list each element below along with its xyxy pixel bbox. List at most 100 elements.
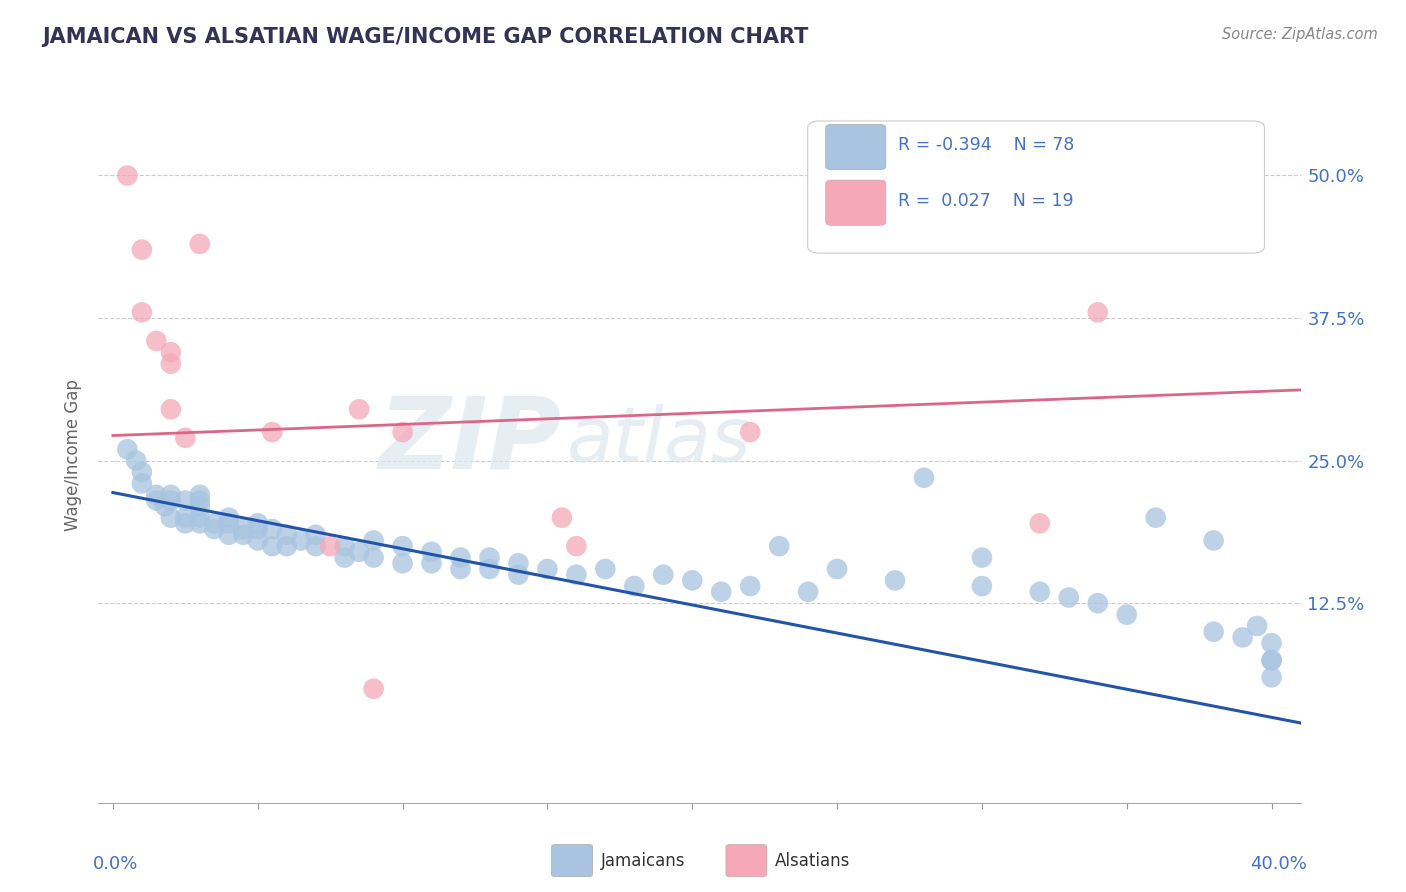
Point <box>290 533 312 548</box>
Point <box>1202 533 1225 548</box>
Point <box>276 539 298 553</box>
Point <box>153 500 176 514</box>
Point <box>202 516 225 531</box>
Point <box>1246 619 1268 633</box>
Point <box>1144 510 1167 524</box>
Point <box>652 567 675 582</box>
Point <box>797 584 820 599</box>
FancyBboxPatch shape <box>551 845 592 877</box>
Point <box>347 402 370 417</box>
Point <box>174 510 197 524</box>
Point <box>188 236 211 251</box>
Point <box>1232 631 1254 645</box>
Point <box>188 500 211 514</box>
Point <box>160 510 183 524</box>
Text: JAMAICAN VS ALSATIAN WAGE/INCOME GAP CORRELATION CHART: JAMAICAN VS ALSATIAN WAGE/INCOME GAP COR… <box>42 27 808 46</box>
Point <box>1087 305 1109 319</box>
Point <box>160 488 183 502</box>
Point <box>246 522 269 536</box>
Text: R = -0.394    N = 78: R = -0.394 N = 78 <box>898 136 1074 154</box>
Text: ZIP: ZIP <box>378 392 561 490</box>
Text: Alsatians: Alsatians <box>775 852 851 870</box>
Point <box>768 539 790 553</box>
Point <box>131 243 153 257</box>
Point <box>710 584 733 599</box>
Y-axis label: Wage/Income Gap: Wage/Income Gap <box>65 379 83 531</box>
Point <box>420 545 443 559</box>
Point <box>363 550 385 565</box>
Point <box>262 425 284 439</box>
Point <box>202 522 225 536</box>
Text: 0.0%: 0.0% <box>93 855 138 873</box>
Point <box>508 567 530 582</box>
Point <box>391 425 413 439</box>
Point <box>551 510 574 524</box>
Point <box>160 493 183 508</box>
Point <box>740 425 762 439</box>
FancyBboxPatch shape <box>825 125 886 169</box>
Point <box>117 169 139 183</box>
Point <box>160 345 183 359</box>
Point <box>450 562 472 576</box>
Point <box>333 539 356 553</box>
Point <box>1115 607 1137 622</box>
Text: atlas: atlas <box>567 404 752 478</box>
Text: Jamaicans: Jamaicans <box>600 852 685 870</box>
Point <box>160 402 183 417</box>
Point <box>508 556 530 570</box>
Point <box>363 533 385 548</box>
Point <box>391 556 413 570</box>
Point <box>305 528 328 542</box>
Point <box>912 471 935 485</box>
Point <box>478 550 501 565</box>
Point <box>160 357 183 371</box>
Point <box>145 488 167 502</box>
Text: Source: ZipAtlas.com: Source: ZipAtlas.com <box>1222 27 1378 42</box>
Point <box>450 550 472 565</box>
Point <box>131 305 153 319</box>
Point <box>825 562 848 576</box>
Point <box>319 539 342 553</box>
Point <box>623 579 645 593</box>
Point <box>420 556 443 570</box>
FancyBboxPatch shape <box>725 845 766 877</box>
Point <box>188 510 211 524</box>
Point <box>391 539 413 553</box>
Point <box>740 579 762 593</box>
Point <box>1260 636 1282 650</box>
Point <box>565 539 588 553</box>
Point <box>131 476 153 491</box>
Point <box>174 431 197 445</box>
Point <box>246 516 269 531</box>
Point <box>478 562 501 576</box>
Point <box>131 465 153 479</box>
Point <box>1260 653 1282 667</box>
Point <box>884 574 907 588</box>
Point <box>232 522 254 536</box>
FancyBboxPatch shape <box>825 180 886 226</box>
Point <box>145 493 167 508</box>
Point <box>174 516 197 531</box>
Point <box>1087 596 1109 610</box>
Point <box>347 545 370 559</box>
Point <box>262 539 284 553</box>
Point <box>218 516 240 531</box>
Point <box>333 550 356 565</box>
Point <box>1029 584 1052 599</box>
Point <box>276 528 298 542</box>
Point <box>246 533 269 548</box>
Point <box>262 522 284 536</box>
Text: 40.0%: 40.0% <box>1250 855 1306 873</box>
Point <box>536 562 558 576</box>
FancyBboxPatch shape <box>807 121 1264 253</box>
Point <box>970 579 993 593</box>
Point <box>145 334 167 348</box>
Point <box>681 574 703 588</box>
Point <box>188 488 211 502</box>
Point <box>305 539 328 553</box>
Point <box>218 528 240 542</box>
Point <box>970 550 993 565</box>
Point <box>1057 591 1080 605</box>
Point <box>174 493 197 508</box>
Point <box>125 453 148 467</box>
